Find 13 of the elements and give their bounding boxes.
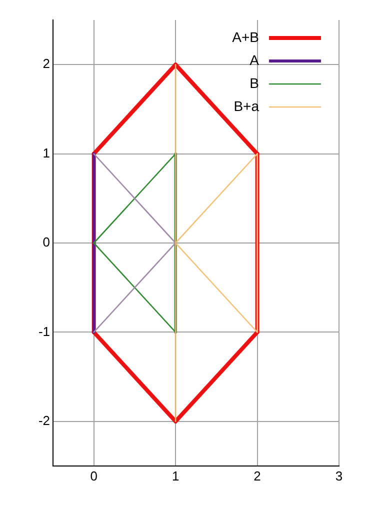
legend-label: A+B (232, 28, 259, 45)
y-tick-label: -1 (38, 324, 50, 339)
x-tick-label: 0 (90, 468, 98, 484)
legend-label: B+a (234, 98, 260, 114)
y-tick-label: 2 (42, 56, 50, 72)
legend-label: A (250, 52, 260, 68)
y-tick-label: 1 (42, 145, 50, 160)
y-tick-label: -2 (38, 412, 50, 428)
x-tick-label: 2 (254, 468, 261, 484)
legend-label: B (250, 74, 259, 91)
x-tick-label: 1 (172, 468, 180, 484)
y-tick-label: 0 (42, 234, 50, 250)
x-tick-label: 3 (335, 468, 343, 484)
